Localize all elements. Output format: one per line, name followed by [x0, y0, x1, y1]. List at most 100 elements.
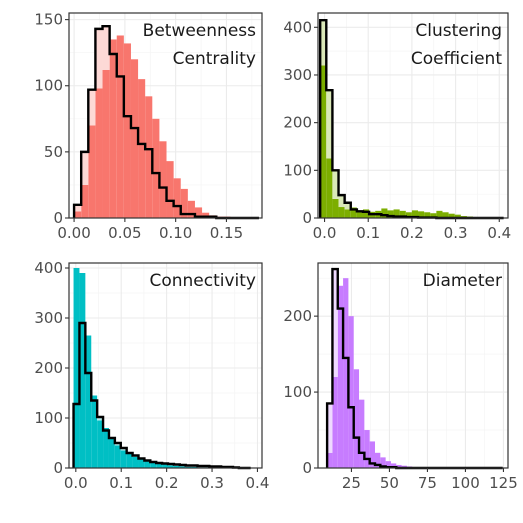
histogram-bar [418, 211, 425, 218]
histogram-bar [387, 210, 394, 218]
y-tick-label: 200 [283, 114, 312, 132]
y-tick-label: 100 [283, 161, 312, 179]
histogram-bar [85, 335, 92, 468]
histogram-bar [159, 141, 167, 218]
histogram-bar [344, 209, 351, 218]
histogram-bar [350, 207, 357, 218]
x-tick-label: 0.1 [109, 474, 133, 492]
histogram-bar [156, 463, 163, 468]
histogram-overlay-bar [81, 151, 89, 185]
histogram-overlay-bar [120, 448, 127, 451]
x-tick-label: 0.2 [155, 474, 179, 492]
histogram-bar [130, 59, 139, 219]
y-tick-label: 0 [302, 459, 312, 477]
histogram-bar [179, 466, 186, 468]
panel-1: 0.00 0.05 0.10 0.15 0 50 100 150 Betweenness Cent… [34, 11, 263, 242]
y-tick-label: 0 [53, 209, 63, 227]
histogram-overlay-bar [338, 195, 345, 208]
histogram-bar [369, 441, 375, 468]
histogram-bar [194, 207, 203, 218]
histogram-bar [150, 462, 157, 468]
histogram-overlay-bar [97, 417, 104, 421]
x-tick-label: 0.3 [200, 474, 224, 492]
histogram-bar [393, 209, 400, 218]
histogram-bar [362, 209, 370, 218]
histogram-bar [74, 211, 82, 218]
panel-frame [68, 12, 263, 219]
x-tick-label: 50 [380, 474, 399, 492]
histogram-bar [424, 212, 431, 218]
panel-frame [68, 262, 263, 469]
histogram-bar [320, 65, 327, 218]
histogram-bar [411, 210, 419, 218]
histogram-overlay-bar [88, 89, 96, 126]
histogram-bar [152, 118, 160, 218]
histogram-bar [73, 268, 80, 468]
histogram-bar [405, 212, 412, 218]
x-tick-label: 0.15 [210, 224, 243, 242]
histogram-bar [132, 457, 139, 468]
panel-frame [317, 262, 509, 469]
panel-title: Diameter [423, 271, 502, 291]
histogram-bar [102, 69, 110, 218]
histogram-bar [430, 213, 437, 218]
histogram-bar [454, 214, 461, 218]
panel-title: Centrality [173, 49, 256, 69]
histogram-bar [166, 161, 174, 218]
histogram-bar [396, 464, 402, 468]
x-tick-label: 0.4 [487, 224, 511, 242]
histogram-bar [448, 213, 455, 218]
histogram-bar [326, 158, 333, 218]
y-tick-label: 100 [283, 383, 312, 401]
histogram-bar [81, 184, 89, 218]
panel-4: 25 50 75 100 125 0 100 200 Diameter [283, 262, 518, 492]
y-tick-label: 50 [44, 143, 63, 161]
histogram-overlay-bar [74, 204, 82, 212]
histogram-bar [108, 438, 115, 468]
histogram-bar [202, 212, 210, 218]
histogram-bar [123, 43, 131, 218]
histogram-bar [173, 178, 181, 218]
panel-2: 0.0 0.1 0.2 0.3 0.4 0 100 200 300 400 Clustering Co… [283, 12, 511, 242]
x-tick-label: 0.2 [400, 224, 424, 242]
x-tick-label: 100 [451, 474, 480, 492]
y-tick-label: 400 [34, 259, 63, 277]
histogram-bar [348, 316, 354, 468]
x-tick-label: 25 [342, 474, 361, 492]
histogram-overlay-bar [326, 90, 333, 159]
histogram-bar [114, 445, 121, 468]
histogram-bar [343, 278, 349, 468]
y-tick-label: 200 [34, 359, 63, 377]
histogram-bar [103, 428, 109, 468]
histogram-bar [337, 285, 344, 468]
y-tick-label: 300 [283, 66, 312, 84]
histogram-bar [145, 96, 153, 218]
x-tick-label: 0.0 [313, 224, 337, 242]
histogram-overlay-bar [327, 403, 333, 453]
histogram-bar [167, 465, 174, 468]
histogram-bar [399, 210, 406, 218]
histogram-bar [338, 207, 345, 218]
histogram-bar [442, 212, 449, 218]
histogram-bar [97, 420, 104, 468]
panel-3: 0.0 0.1 0.2 0.3 0.4 0 100 200 300 400 Connectivity [34, 259, 269, 492]
histogram-bar [120, 450, 127, 468]
y-tick-label: 300 [34, 309, 63, 327]
histogram-overlay-bar [332, 269, 338, 377]
histogram-bar [109, 39, 117, 218]
x-tick-label: 0.1 [356, 224, 380, 242]
step-outline [72, 25, 259, 220]
histogram-bar [126, 454, 133, 468]
histogram-bar [187, 200, 195, 218]
y-tick-label: 100 [34, 409, 63, 427]
histogram-overlay-bar [332, 170, 339, 199]
histogram-bar [380, 457, 386, 468]
step-outline [72, 321, 251, 470]
histogram-bar [375, 452, 381, 468]
histogram-bar [162, 464, 168, 468]
histogram-bar [327, 452, 333, 468]
histogram-bar [390, 463, 397, 468]
panel-frame [317, 12, 509, 219]
histogram-bar [359, 399, 365, 468]
histogram-bar [138, 459, 145, 468]
